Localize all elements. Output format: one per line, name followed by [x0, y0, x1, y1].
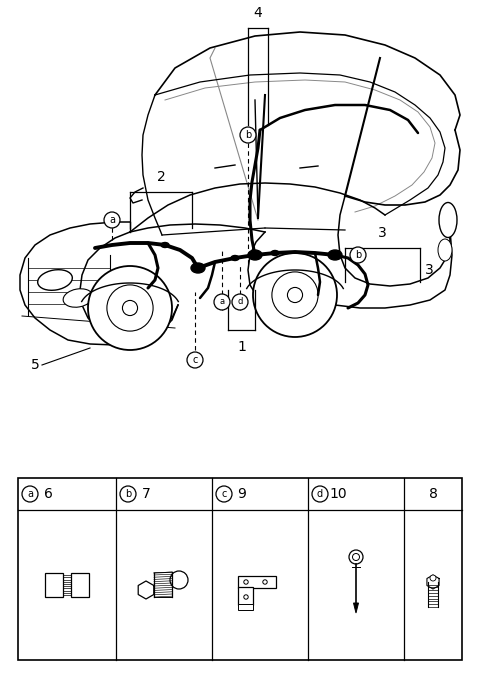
Ellipse shape: [161, 243, 169, 248]
Text: c: c: [192, 355, 198, 365]
Circle shape: [120, 486, 136, 502]
Polygon shape: [427, 575, 439, 589]
Circle shape: [430, 575, 436, 581]
Circle shape: [349, 550, 363, 564]
Circle shape: [240, 127, 256, 143]
Text: 3: 3: [425, 263, 434, 277]
Circle shape: [107, 285, 153, 331]
Text: a: a: [219, 298, 225, 306]
Circle shape: [253, 253, 337, 337]
Circle shape: [104, 212, 120, 228]
Ellipse shape: [231, 256, 239, 261]
Ellipse shape: [248, 250, 262, 260]
Text: 2: 2: [156, 170, 166, 184]
Ellipse shape: [271, 250, 279, 256]
Circle shape: [187, 352, 203, 368]
Text: 8: 8: [429, 487, 437, 501]
Circle shape: [350, 247, 366, 263]
Circle shape: [122, 300, 138, 315]
Circle shape: [232, 294, 248, 310]
Text: 4: 4: [253, 6, 263, 20]
Text: 3: 3: [378, 226, 387, 240]
Bar: [238, 604, 253, 610]
Text: d: d: [317, 489, 323, 499]
Circle shape: [22, 486, 38, 502]
Bar: [45, 573, 63, 597]
Ellipse shape: [63, 289, 93, 307]
Bar: [18, 478, 462, 660]
Circle shape: [288, 287, 302, 302]
Text: 9: 9: [238, 487, 246, 501]
Text: c: c: [221, 489, 227, 499]
Text: b: b: [245, 130, 251, 140]
Bar: [238, 587, 253, 605]
Circle shape: [244, 580, 248, 584]
Ellipse shape: [37, 269, 72, 290]
Ellipse shape: [328, 250, 342, 260]
Text: 6: 6: [44, 487, 52, 501]
Circle shape: [312, 486, 328, 502]
Circle shape: [263, 580, 267, 584]
Text: 1: 1: [237, 340, 246, 354]
Circle shape: [214, 294, 230, 310]
Bar: [238, 576, 276, 588]
Text: a: a: [109, 215, 115, 225]
Text: 10: 10: [329, 487, 347, 501]
Text: b: b: [125, 489, 131, 499]
Circle shape: [170, 571, 188, 589]
Text: d: d: [237, 298, 243, 306]
Ellipse shape: [439, 202, 457, 237]
Text: 7: 7: [142, 487, 150, 501]
Circle shape: [216, 486, 232, 502]
Ellipse shape: [438, 239, 452, 261]
Text: a: a: [27, 489, 33, 499]
Polygon shape: [138, 581, 154, 599]
Circle shape: [272, 272, 318, 318]
Circle shape: [88, 266, 172, 350]
Bar: [71, 573, 89, 597]
Ellipse shape: [191, 263, 205, 273]
Text: b: b: [355, 250, 361, 260]
Circle shape: [352, 553, 360, 560]
Polygon shape: [353, 603, 359, 613]
Circle shape: [244, 595, 248, 599]
Text: 5: 5: [31, 358, 40, 372]
